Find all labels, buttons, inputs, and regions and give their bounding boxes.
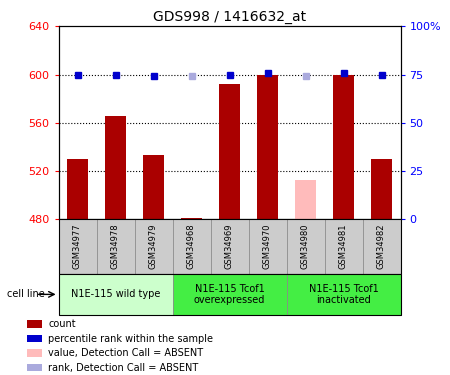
Text: N1E-115 Tcof1
overexpressed: N1E-115 Tcof1 overexpressed: [194, 284, 265, 305]
Title: GDS998 / 1416632_at: GDS998 / 1416632_at: [153, 10, 306, 24]
Bar: [248, 219, 287, 274]
Text: GSM34981: GSM34981: [339, 224, 348, 269]
Bar: [27, 349, 42, 357]
Bar: [363, 219, 400, 274]
Text: GSM34968: GSM34968: [187, 224, 196, 269]
Bar: [96, 219, 135, 274]
Bar: [172, 274, 287, 315]
Text: rank, Detection Call = ABSENT: rank, Detection Call = ABSENT: [49, 363, 198, 373]
Text: GSM34969: GSM34969: [225, 224, 234, 269]
Bar: [211, 219, 248, 274]
Bar: [27, 364, 42, 371]
Text: GSM34980: GSM34980: [301, 224, 310, 269]
Bar: [27, 334, 42, 342]
Bar: [287, 274, 400, 315]
Text: count: count: [49, 319, 76, 329]
Bar: [371, 159, 392, 219]
Bar: [333, 75, 354, 219]
Bar: [324, 219, 363, 274]
Text: GSM34982: GSM34982: [377, 224, 386, 269]
Bar: [181, 218, 202, 219]
Text: GSM34979: GSM34979: [149, 224, 158, 269]
Bar: [257, 75, 278, 219]
Bar: [105, 116, 126, 219]
Text: N1E-115 wild type: N1E-115 wild type: [71, 290, 160, 299]
Bar: [295, 180, 316, 219]
Bar: [143, 155, 164, 219]
Bar: [58, 274, 172, 315]
Bar: [58, 219, 96, 274]
Text: percentile rank within the sample: percentile rank within the sample: [49, 334, 213, 344]
Text: GSM34978: GSM34978: [111, 224, 120, 269]
Bar: [219, 84, 240, 219]
Text: value, Detection Call = ABSENT: value, Detection Call = ABSENT: [49, 348, 203, 358]
Bar: [287, 219, 324, 274]
Bar: [67, 159, 88, 219]
Text: cell line: cell line: [7, 290, 45, 299]
Text: N1E-115 Tcof1
inactivated: N1E-115 Tcof1 inactivated: [309, 284, 378, 305]
Text: GSM34970: GSM34970: [263, 224, 272, 269]
Bar: [172, 219, 211, 274]
Bar: [135, 219, 172, 274]
Text: GSM34977: GSM34977: [73, 224, 82, 269]
Bar: [27, 320, 42, 328]
